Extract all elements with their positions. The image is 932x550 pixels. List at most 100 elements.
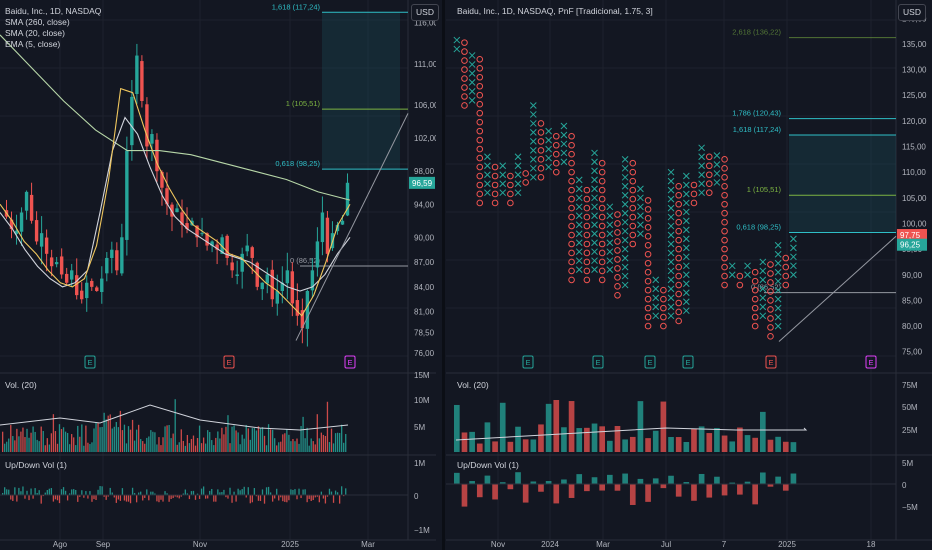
earnings-marker-label: E xyxy=(647,358,652,367)
updown-bar xyxy=(168,495,170,502)
pnf-o-box xyxy=(644,286,652,294)
updown-bar xyxy=(219,492,221,495)
volume-bar xyxy=(515,426,521,452)
right-chart-svg: 140,00135,00130,00125,00120,00115,00110,… xyxy=(446,0,932,549)
pnf-x-box xyxy=(468,79,476,86)
volume-bar xyxy=(158,437,160,452)
volume-bar xyxy=(461,432,468,452)
volume-bar xyxy=(115,422,117,452)
pnf-x-box xyxy=(682,253,690,261)
volume-bar xyxy=(306,427,308,452)
right-updown-label[interactable]: Up/Down Vol (1) xyxy=(457,460,519,470)
volume-bar xyxy=(345,434,347,452)
left-currency-button[interactable]: USD xyxy=(411,4,439,21)
updown-bar xyxy=(668,475,674,484)
updown-bar xyxy=(300,495,302,499)
pnf-x-box xyxy=(774,241,782,249)
updown-bar xyxy=(188,495,191,500)
x-tick-label: 18 xyxy=(867,540,876,549)
pnf-o-box xyxy=(782,272,790,280)
pnf-x-box xyxy=(667,222,675,230)
volume-bar xyxy=(99,427,101,452)
pnf-x-box xyxy=(790,244,797,252)
pnf-x-box xyxy=(606,239,614,247)
updown-bar xyxy=(253,488,256,495)
volume-bar xyxy=(198,425,201,452)
pnf-o-box xyxy=(629,159,637,167)
earnings-marker xyxy=(682,355,694,369)
y-tick-label: 106,00 xyxy=(414,101,436,110)
pnf-x-box xyxy=(621,227,629,235)
updown-bar xyxy=(36,492,38,495)
volume-bar xyxy=(89,444,91,452)
volume-bar xyxy=(10,425,12,452)
y-tick-label: 135,00 xyxy=(902,40,927,49)
updown-bar xyxy=(117,495,120,500)
pnf-x-box xyxy=(713,152,721,159)
candle-body xyxy=(80,290,84,300)
right-chart-title[interactable]: Baidu, Inc., 1D, NASDAQ, PnF [Tradiciona… xyxy=(457,6,653,16)
updown-bar xyxy=(68,493,71,495)
updown-bar xyxy=(476,484,483,498)
volume-bar xyxy=(64,431,67,452)
volume-bar xyxy=(229,443,231,452)
pnf-x-box xyxy=(621,200,629,208)
volume-bar xyxy=(140,439,142,452)
pnf-o-box xyxy=(721,165,728,172)
volume-bar xyxy=(259,428,262,452)
left-vol-label[interactable]: Vol. (20) xyxy=(5,380,37,390)
pnf-o-box xyxy=(537,138,545,145)
right-vol-label[interactable]: Vol. (20) xyxy=(457,380,489,390)
pnf-x-box xyxy=(575,176,583,184)
pnf-o-box xyxy=(598,168,606,176)
pnf-o-box xyxy=(721,254,728,262)
pnf-o-box xyxy=(675,182,682,190)
candle-body xyxy=(300,310,305,329)
y-tick-label: 100,00 xyxy=(902,219,927,228)
volume-ma-line xyxy=(0,404,349,431)
pnf-o-box xyxy=(675,281,682,289)
pnf-x-box xyxy=(667,240,675,248)
pnf-x-box xyxy=(499,171,507,179)
updown-bar xyxy=(294,489,296,495)
candle-body xyxy=(260,282,264,290)
pnf-x-box xyxy=(621,164,629,172)
pnf-x-box xyxy=(698,171,705,179)
pnf-o-box xyxy=(675,245,682,253)
left-indicator-sma260[interactable]: SMA (260, close) xyxy=(5,17,70,27)
updown-bar xyxy=(568,484,575,498)
pnf-x-box xyxy=(484,189,491,197)
volume-bar xyxy=(101,426,103,452)
updown-bar xyxy=(255,495,258,497)
volume-bar xyxy=(706,433,713,452)
pnf-o-box xyxy=(476,199,484,207)
pnf-o-box xyxy=(721,236,728,244)
left-updown-label[interactable]: Up/Down Vol (1) xyxy=(5,460,67,470)
pnf-o-box xyxy=(491,190,499,198)
updown-bar xyxy=(322,495,325,499)
updown-bar xyxy=(166,493,168,495)
volume-bar xyxy=(292,439,294,452)
fib-label: 1 (105,51) xyxy=(286,99,321,108)
pane-divider[interactable] xyxy=(442,0,445,550)
volume-bar xyxy=(205,443,207,452)
last-price-label: 96,25 xyxy=(900,241,921,250)
left-indicator-sma20[interactable]: SMA (20, close) xyxy=(5,28,65,38)
updown-bar xyxy=(507,484,514,490)
candle-body xyxy=(275,290,279,304)
pnf-o-box xyxy=(614,220,621,227)
updown-bar xyxy=(81,490,83,495)
updown-bar xyxy=(308,495,310,499)
updown-bar xyxy=(202,486,205,495)
updown-bar xyxy=(95,495,97,500)
left-indicator-ema5[interactable]: EMA (5, close) xyxy=(5,39,61,49)
volume-tick-label: 75M xyxy=(902,381,918,390)
volume-bar xyxy=(107,415,109,452)
right-currency-button[interactable]: USD xyxy=(898,4,926,21)
pnf-o-box xyxy=(583,231,591,239)
candle-body xyxy=(140,61,144,101)
left-chart-title[interactable]: Baidu, Inc., 1D, NASDAQ xyxy=(5,6,102,16)
pnf-o-box xyxy=(675,254,682,262)
pnf-o-box xyxy=(476,190,484,198)
volume-bar xyxy=(26,428,28,452)
